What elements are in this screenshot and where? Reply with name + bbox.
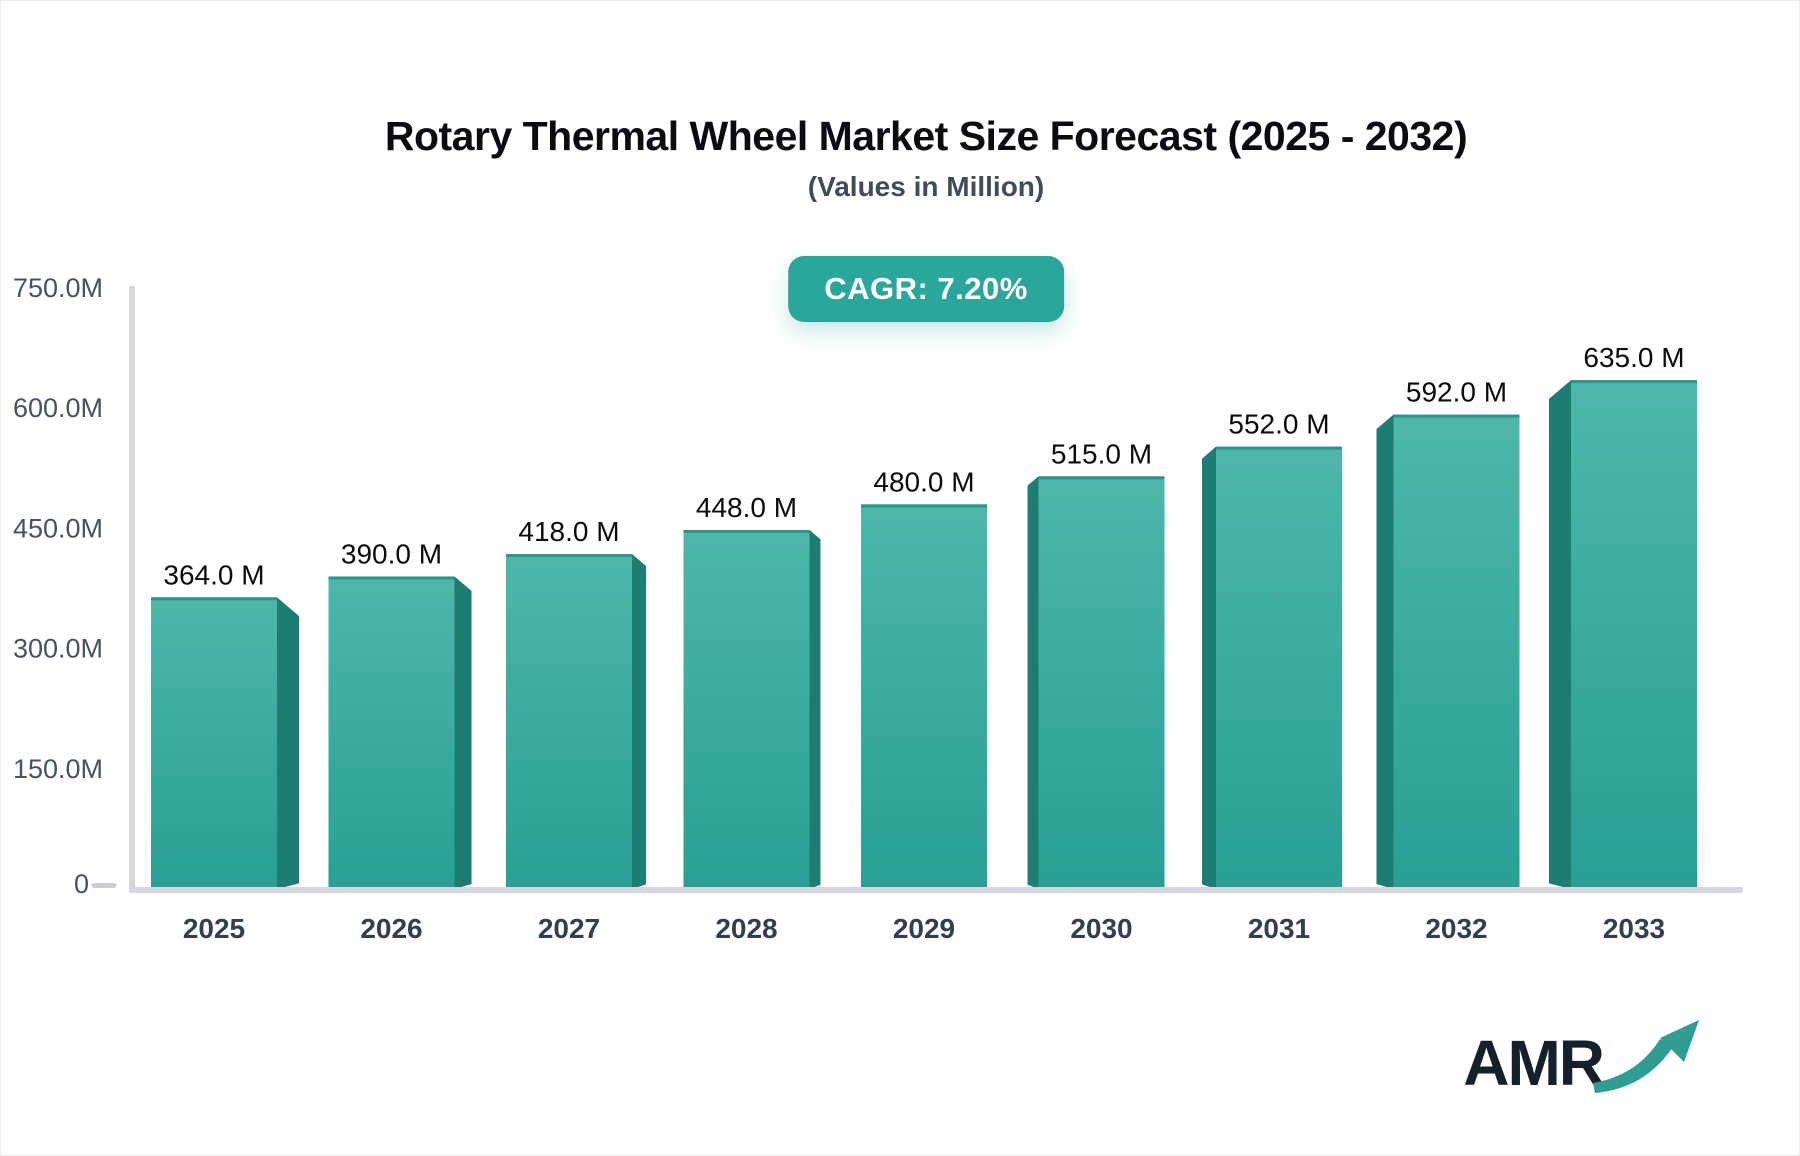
bar-2031: [1216, 446, 1342, 889]
x-axis-label-2026: 2026: [360, 913, 422, 944]
bar-value-label: 418.0 M: [518, 516, 619, 547]
bar-side-2028: [809, 530, 821, 889]
bar-side-2026: [454, 576, 472, 889]
y-axis-line: [129, 286, 135, 893]
y-axis-tick-300.0M: 300.0M: [13, 634, 103, 664]
bar-2030: [1038, 476, 1165, 889]
bar-top-edge-2029: [861, 504, 987, 508]
bar-side-2027: [632, 554, 646, 889]
bar-top-edge-2033: [1571, 380, 1697, 384]
bar-2029: [861, 504, 987, 889]
bar-value-label: 635.0 M: [1583, 342, 1684, 373]
amr-logo-text: AMR: [1463, 1027, 1605, 1099]
y-axis-tick-0: 0: [74, 869, 89, 899]
bar-top-edge-2027: [506, 554, 632, 558]
bar-top-edge-2026: [328, 576, 455, 580]
x-axis-label-2028: 2028: [715, 913, 777, 944]
bar-value-label: 390.0 M: [341, 538, 442, 569]
bar-2033: [1571, 380, 1697, 889]
growth-arrow-icon: [1593, 1020, 1699, 1093]
x-axis-label-2032: 2032: [1425, 913, 1487, 944]
y-axis-tick-450.0M: 450.0M: [13, 513, 103, 543]
bar-top-edge-2025: [151, 597, 277, 601]
x-axis-label-2029: 2029: [893, 913, 955, 944]
x-axis-label-2027: 2027: [538, 913, 600, 944]
bar-side-2031: [1202, 446, 1216, 889]
bar-2028: [683, 530, 810, 889]
bar-top-edge-2028: [683, 530, 810, 534]
bar-2027: [506, 554, 632, 889]
bar-value-label: 364.0 M: [163, 559, 264, 590]
bar-side-2030: [1027, 476, 1039, 889]
bar-side-2033: [1549, 380, 1571, 889]
bar-top-edge-2032: [1393, 414, 1520, 418]
x-axis-label-2025: 2025: [183, 913, 245, 944]
x-axis-line: [129, 887, 1743, 893]
bar-top-edge-2031: [1216, 446, 1342, 450]
x-axis-label-2030: 2030: [1070, 913, 1132, 944]
y-axis-tick-750.0M: 750.0M: [13, 273, 103, 303]
amr-logo: AMR: [1463, 1020, 1703, 1105]
bar-2026: [328, 576, 455, 889]
bar-value-label: 480.0 M: [873, 466, 974, 497]
bar-value-label: 552.0 M: [1228, 409, 1329, 440]
bar-side-2032: [1376, 414, 1394, 889]
x-axis-label-2031: 2031: [1248, 913, 1310, 944]
chart-subtitle: (Values in Million): [807, 171, 1045, 202]
bar-2025: [151, 597, 277, 889]
chart-title: Rotary Thermal Wheel Market Size Forecas…: [384, 113, 1468, 159]
bar-2032: [1393, 414, 1520, 889]
bar-value-label: 592.0 M: [1406, 377, 1507, 408]
y-axis-tick-600.0M: 600.0M: [13, 393, 103, 423]
bar-top-edge-2030: [1038, 476, 1165, 480]
bar-side-2025: [277, 597, 299, 889]
bar-value-label: 448.0 M: [696, 492, 797, 523]
cagr-badge: CAGR: 7.20%: [788, 256, 1064, 322]
x-axis-label-2033: 2033: [1603, 913, 1665, 944]
bar-value-label: 515.0 M: [1051, 438, 1152, 469]
y-axis-tick-150.0M: 150.0M: [13, 754, 103, 784]
